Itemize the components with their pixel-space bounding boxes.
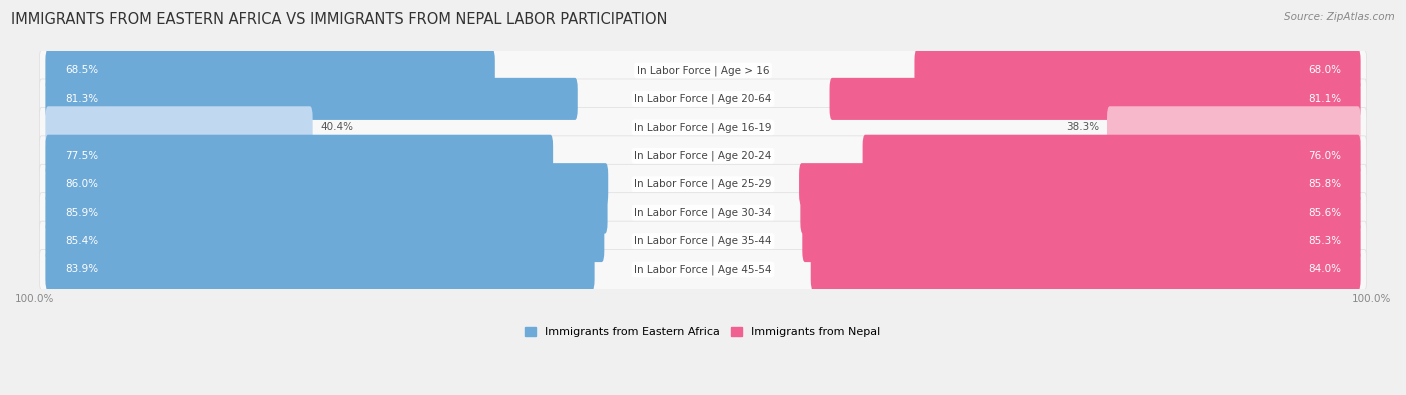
FancyBboxPatch shape xyxy=(39,193,1367,233)
Text: 84.0%: 84.0% xyxy=(1308,265,1341,275)
Text: 38.3%: 38.3% xyxy=(1067,122,1099,132)
FancyBboxPatch shape xyxy=(39,221,1367,261)
Text: In Labor Force | Age 16-19: In Labor Force | Age 16-19 xyxy=(634,122,772,133)
FancyBboxPatch shape xyxy=(45,163,609,205)
Text: 40.4%: 40.4% xyxy=(321,122,353,132)
FancyBboxPatch shape xyxy=(1107,106,1361,149)
FancyBboxPatch shape xyxy=(39,107,1367,147)
FancyBboxPatch shape xyxy=(830,78,1361,120)
FancyBboxPatch shape xyxy=(45,106,312,149)
FancyBboxPatch shape xyxy=(39,79,1367,119)
Legend: Immigrants from Eastern Africa, Immigrants from Nepal: Immigrants from Eastern Africa, Immigran… xyxy=(522,323,884,342)
FancyBboxPatch shape xyxy=(811,248,1361,291)
Text: In Labor Force | Age 30-34: In Labor Force | Age 30-34 xyxy=(634,207,772,218)
Text: 83.9%: 83.9% xyxy=(65,265,98,275)
Text: 86.0%: 86.0% xyxy=(65,179,98,189)
FancyBboxPatch shape xyxy=(863,135,1361,177)
Text: 85.6%: 85.6% xyxy=(1308,208,1341,218)
FancyBboxPatch shape xyxy=(39,164,1367,204)
FancyBboxPatch shape xyxy=(45,135,553,177)
Text: In Labor Force | Age 45-54: In Labor Force | Age 45-54 xyxy=(634,264,772,275)
Text: 68.0%: 68.0% xyxy=(1308,66,1341,75)
Text: 85.3%: 85.3% xyxy=(1308,236,1341,246)
FancyBboxPatch shape xyxy=(45,220,605,262)
Text: IMMIGRANTS FROM EASTERN AFRICA VS IMMIGRANTS FROM NEPAL LABOR PARTICIPATION: IMMIGRANTS FROM EASTERN AFRICA VS IMMIGR… xyxy=(11,12,668,27)
FancyBboxPatch shape xyxy=(39,136,1367,176)
Text: In Labor Force | Age 35-44: In Labor Force | Age 35-44 xyxy=(634,236,772,246)
FancyBboxPatch shape xyxy=(39,250,1367,290)
Text: 76.0%: 76.0% xyxy=(1308,151,1341,161)
FancyBboxPatch shape xyxy=(39,51,1367,90)
Text: 81.3%: 81.3% xyxy=(65,94,98,104)
FancyBboxPatch shape xyxy=(45,49,495,92)
FancyBboxPatch shape xyxy=(799,163,1361,205)
Text: In Labor Force | Age 20-24: In Labor Force | Age 20-24 xyxy=(634,150,772,161)
Text: 85.8%: 85.8% xyxy=(1308,179,1341,189)
Text: 68.5%: 68.5% xyxy=(65,66,98,75)
FancyBboxPatch shape xyxy=(45,192,607,234)
Text: In Labor Force | Age 25-29: In Labor Force | Age 25-29 xyxy=(634,179,772,190)
Text: In Labor Force | Age > 16: In Labor Force | Age > 16 xyxy=(637,65,769,76)
Text: In Labor Force | Age 20-64: In Labor Force | Age 20-64 xyxy=(634,94,772,104)
Text: 85.9%: 85.9% xyxy=(65,208,98,218)
FancyBboxPatch shape xyxy=(45,248,595,291)
FancyBboxPatch shape xyxy=(800,192,1361,234)
FancyBboxPatch shape xyxy=(914,49,1361,92)
Text: 85.4%: 85.4% xyxy=(65,236,98,246)
FancyBboxPatch shape xyxy=(803,220,1361,262)
Text: 77.5%: 77.5% xyxy=(65,151,98,161)
FancyBboxPatch shape xyxy=(45,78,578,120)
Text: Source: ZipAtlas.com: Source: ZipAtlas.com xyxy=(1284,12,1395,22)
Text: 81.1%: 81.1% xyxy=(1308,94,1341,104)
